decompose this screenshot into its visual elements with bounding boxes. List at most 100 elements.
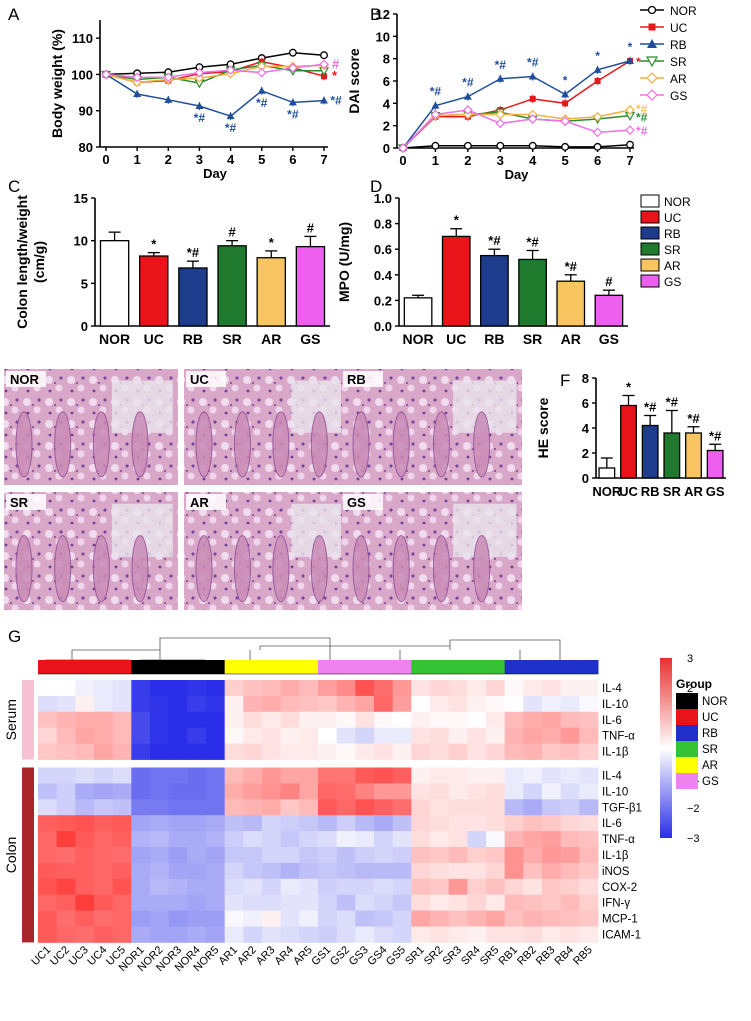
heatmap-cell xyxy=(299,711,319,729)
panel-label-g: G xyxy=(8,627,21,646)
heatmap-cell xyxy=(318,910,338,927)
heatmap-cell xyxy=(243,910,263,927)
heatmap-cell xyxy=(224,815,244,832)
crypt xyxy=(473,535,491,603)
heatmap-cell xyxy=(392,862,412,880)
column-label: GS4 xyxy=(365,944,389,968)
heatmap-cell xyxy=(187,926,207,943)
heatmap-cell xyxy=(430,878,450,896)
heatmap-cell xyxy=(112,799,132,816)
heatmap-cell xyxy=(94,695,114,713)
heatmap-cell xyxy=(206,926,226,943)
heatmap-cell xyxy=(504,831,524,848)
heatmap-cell xyxy=(299,799,319,816)
data-point xyxy=(527,114,538,124)
column-label: UC2 xyxy=(48,944,72,968)
data-point xyxy=(561,142,570,151)
heatmap-cell xyxy=(560,862,580,880)
heatmap-cell xyxy=(467,727,487,744)
crypt xyxy=(272,535,290,603)
significance-mark: # xyxy=(605,274,613,289)
heatmap-cell xyxy=(374,878,394,896)
row-group-label: Serum xyxy=(3,699,19,740)
heatmap-cell xyxy=(392,727,412,744)
heatmap-cell xyxy=(374,799,394,816)
series-line-nor xyxy=(105,51,325,76)
heatmap-cell xyxy=(38,847,58,864)
micrograph-label-bg xyxy=(6,494,46,510)
heatmap-cell xyxy=(448,799,468,816)
heatmap-cell xyxy=(94,831,114,848)
heatmap-cell xyxy=(187,767,207,784)
bar-rb xyxy=(480,254,509,327)
significance-mark: *# xyxy=(636,124,648,138)
heatmap-cell xyxy=(75,878,95,896)
heatmap-cell xyxy=(579,711,599,729)
series-line-uc xyxy=(402,60,631,149)
crypt xyxy=(131,411,149,478)
heatmap-cell xyxy=(448,711,468,729)
heatmap-cell xyxy=(206,767,226,784)
data-point xyxy=(320,96,328,104)
data-point xyxy=(561,90,570,98)
y-tick-label: 0.2 xyxy=(374,293,392,308)
column-label: AR5 xyxy=(291,944,315,968)
series-line-gs xyxy=(105,63,325,79)
row-label: IFN-γ xyxy=(602,898,630,910)
heatmap-cell xyxy=(299,783,319,800)
group-bar-cell xyxy=(579,660,599,674)
heatmap-cell xyxy=(542,711,562,729)
significance-mark: *# xyxy=(488,233,501,248)
significance-mark: * xyxy=(636,55,641,69)
heatmap-cell xyxy=(448,862,468,880)
heatmap-cell xyxy=(430,894,450,911)
heatmap-cell xyxy=(299,831,319,848)
heatmap-cell xyxy=(467,910,487,927)
data-point xyxy=(226,112,235,120)
legend-marker xyxy=(646,89,658,101)
group-bar-cell xyxy=(75,660,95,674)
heatmap-cell xyxy=(579,680,599,697)
legend-swatch xyxy=(640,194,660,208)
heatmap-cell xyxy=(56,910,76,927)
heatmap-cell xyxy=(504,926,524,943)
x-tick-label: RB xyxy=(183,331,203,347)
group-legend-swatch xyxy=(676,741,698,757)
heatmap-cell xyxy=(411,743,431,760)
heatmap-cell xyxy=(355,727,375,744)
heatmap-cell xyxy=(560,831,580,848)
heatmap-cell xyxy=(504,743,524,760)
legend-label: RB xyxy=(664,227,681,241)
heatmap-cell xyxy=(168,695,188,713)
heatmap-cell xyxy=(224,910,244,927)
heatmap-cell xyxy=(150,767,170,784)
heatmap-cell xyxy=(56,680,76,697)
data-point xyxy=(288,63,298,73)
row-label: IL-1β xyxy=(602,747,629,759)
significance-mark: *# xyxy=(256,96,268,110)
significance-mark: *# xyxy=(709,428,722,443)
column-label: UC1 xyxy=(29,944,53,968)
heatmap-cell xyxy=(318,831,338,848)
heatmap-cell xyxy=(336,727,356,744)
data-point xyxy=(463,141,472,150)
y-axis-label: DAI score xyxy=(346,48,362,114)
heatmap-cell xyxy=(131,894,151,911)
heatmap-cell xyxy=(448,695,468,713)
heatmap-cell xyxy=(75,847,95,864)
heatmap-cell xyxy=(56,743,76,760)
heatmap-cell xyxy=(280,767,300,784)
chart-c-colon-length: 0 5 10 15 NOR * UC *# RB # SR * AR # GS Colon length/we… xyxy=(14,191,330,347)
heatmap-cell xyxy=(94,926,114,943)
y-tick-label: 80 xyxy=(79,140,93,155)
x-tick-label: UC xyxy=(619,484,638,499)
heatmap-cell xyxy=(56,926,76,943)
heatmap-cell xyxy=(504,783,524,800)
heatmap-cell xyxy=(187,711,207,729)
heatmap-cell xyxy=(75,743,95,760)
heatmap-cell xyxy=(38,910,58,927)
heatmap-cell xyxy=(523,799,543,816)
group-legend-swatch xyxy=(676,709,698,725)
y-tick-label: 0.4 xyxy=(374,268,393,283)
